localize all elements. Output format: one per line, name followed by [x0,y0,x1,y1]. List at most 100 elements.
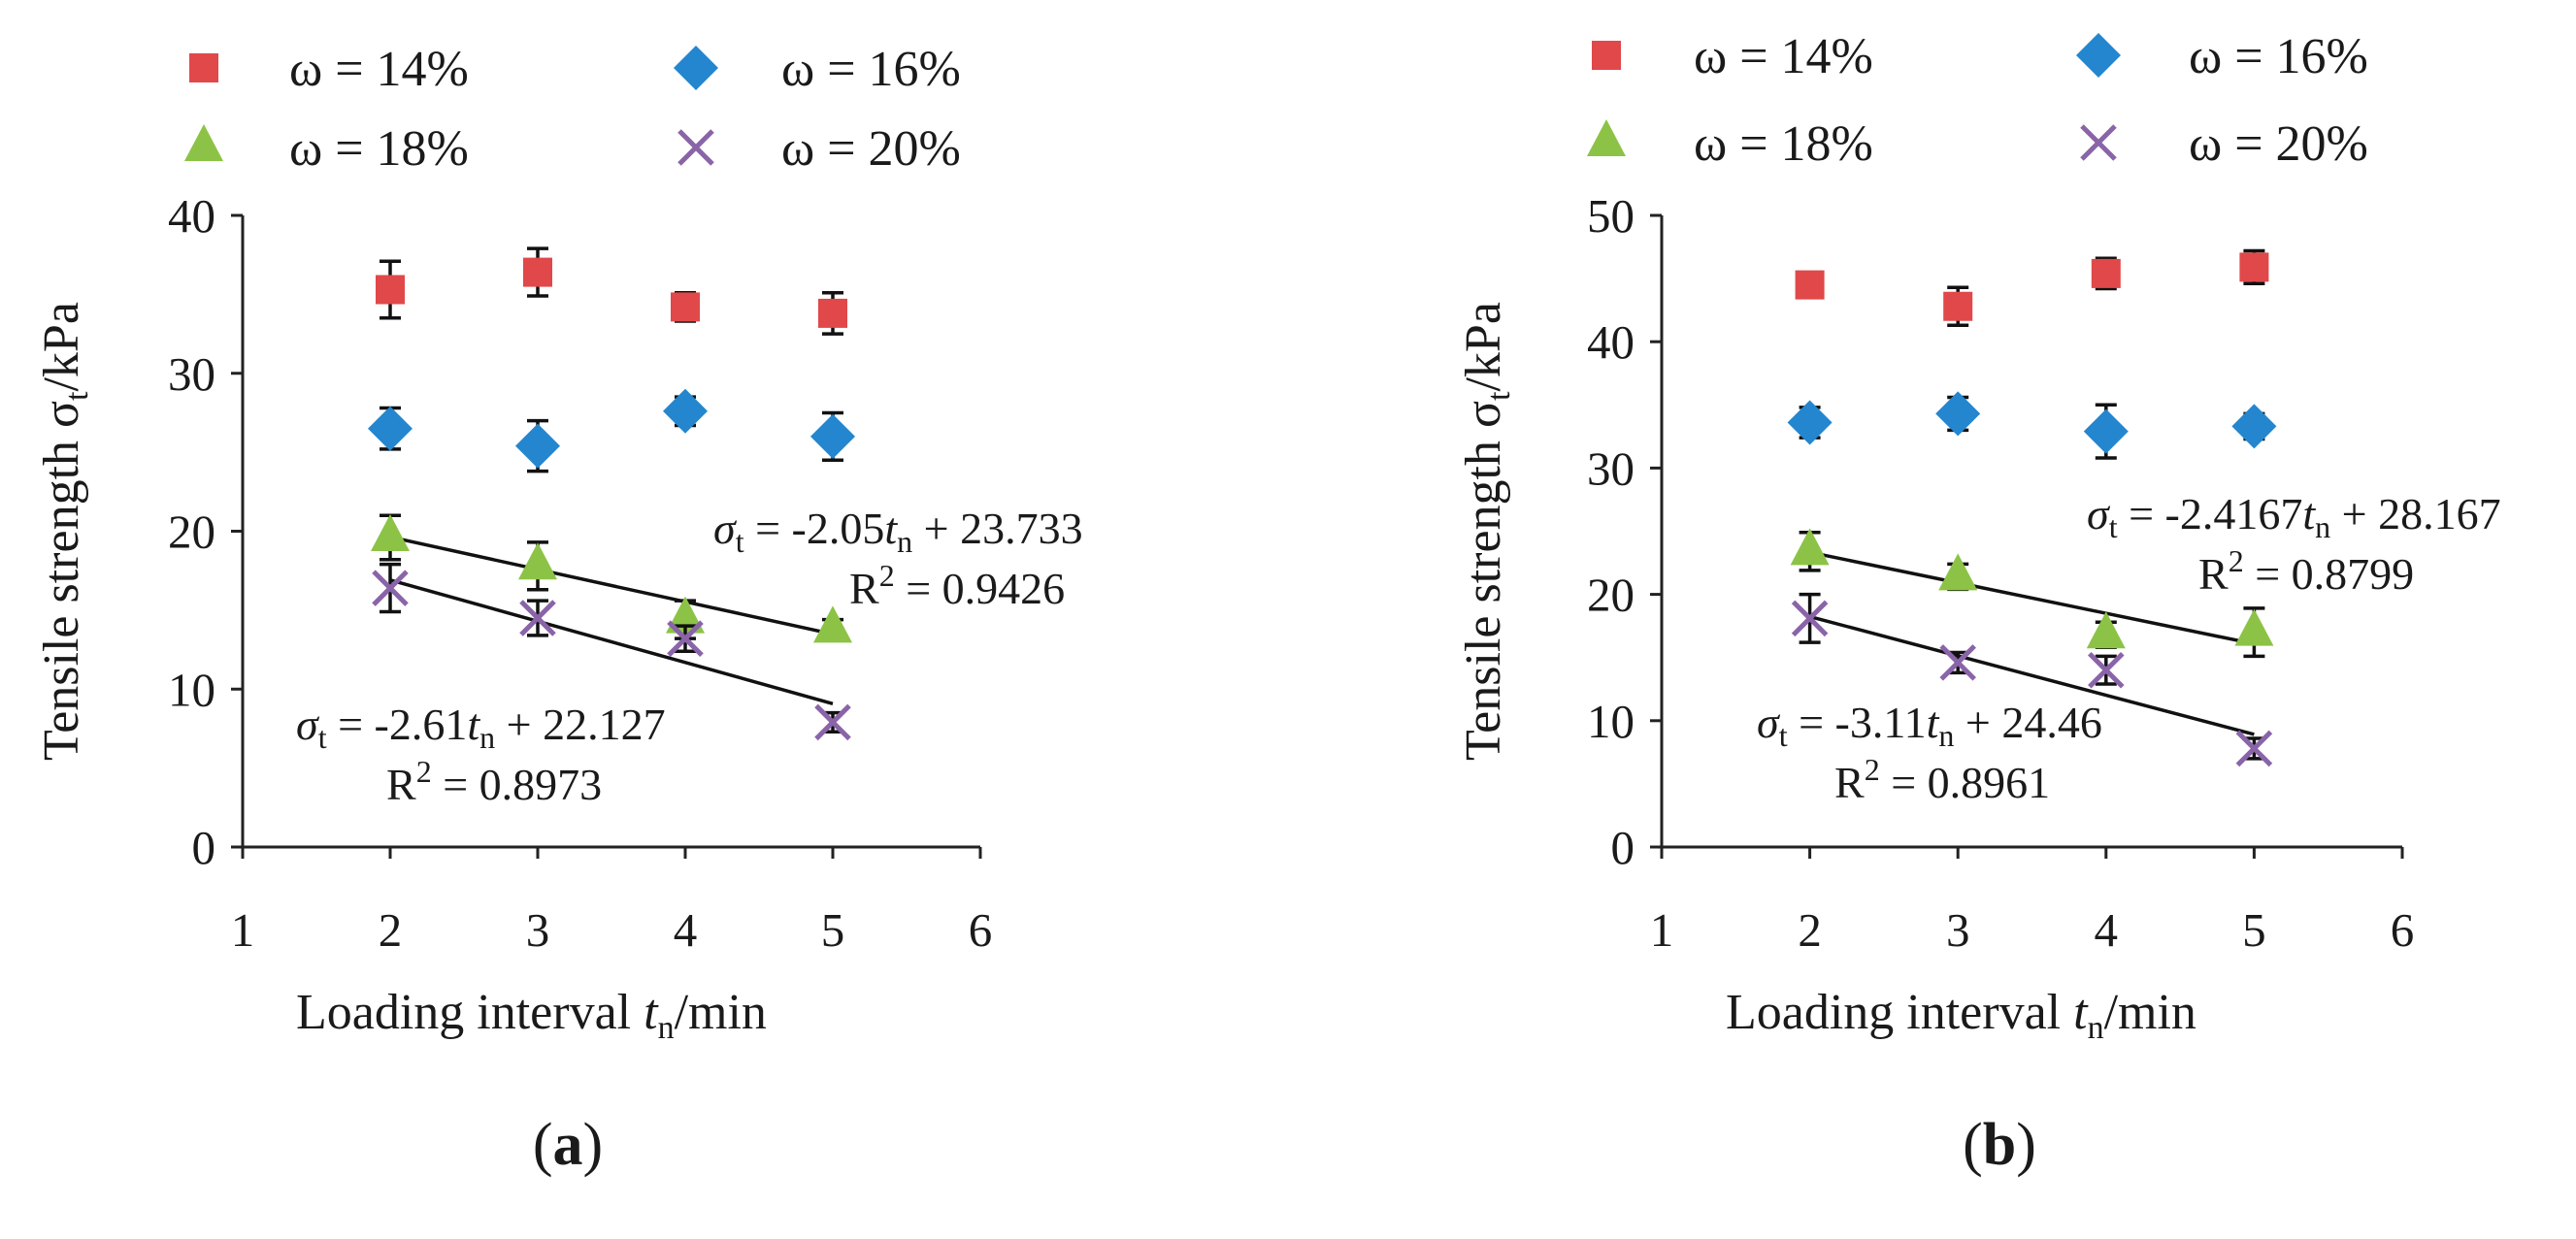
x-tick-label: 2 [379,903,403,957]
x-tick-label: 5 [821,903,845,957]
series-diamond [368,388,855,473]
legend-label: ω = 18% [289,121,469,177]
trendline [1809,614,2255,736]
r-squared-label: R2 = 0.8961 [1834,752,2050,807]
legend: ω = 14% ω = 16% ω = 18% ω = 20% [184,42,961,177]
y-tick-label: 20 [1587,569,1635,622]
legend-item: ω = 18% [1587,116,1873,172]
y-tick-label: 50 [1587,189,1635,243]
legend-item: ω = 14% [189,42,469,97]
legend-label: ω = 20% [781,121,961,177]
legend-label: ω = 16% [781,42,961,97]
r-squared-label: R2 = 0.8799 [2198,543,2414,599]
data-point [1787,400,1833,445]
y-axis-title: Tensile strength σt/kPa [34,302,95,761]
legend: ω = 14% ω = 16% ω = 18% ω = 20% [1587,29,2368,172]
data-point [667,620,704,657]
data-point [2091,258,2121,288]
trendline [389,578,834,705]
data-point [523,257,552,287]
data-point [818,298,847,328]
data-point [2083,408,2129,454]
x-tick-label: 3 [1946,903,1970,957]
legend-item: ω = 16% [674,42,961,97]
data-point [372,570,409,606]
data-point [2231,404,2277,449]
diamond-legend-icon [674,46,718,90]
data-point [518,542,557,580]
panel-a: 0 10 20 30 40 1 2 3 4 5 6 Loading interval tn/min Te… [34,42,1083,1178]
r-squared-label: R2 = 0.8973 [386,754,602,809]
y-tick-label: 40 [1587,315,1635,369]
x-tick-label: 4 [2095,903,2119,957]
data-point [519,600,556,636]
x-axis-title: Loading interval tn/min [1726,985,2196,1046]
series-diamond [1787,391,2277,460]
legend-label: ω = 16% [2189,29,2368,84]
legend-label: ω = 14% [289,42,469,97]
data-point [515,423,560,469]
x-tick-label: 3 [526,903,550,957]
series-x [372,562,851,741]
x-legend-icon [2080,124,2117,161]
legend-item: ω = 20% [677,121,961,177]
y-tick-label: 30 [168,347,215,401]
x-tick-label: 4 [674,903,698,957]
data-point [666,596,705,634]
y-tick-label: 0 [192,821,216,874]
data-point [2086,611,2126,649]
trend-equation: σt = -2.61tn + 22.127 [296,700,666,755]
series-triangle [1790,528,2274,659]
panel-label: (a) [533,1112,603,1178]
data-point [2235,730,2273,767]
x-tick-label: 6 [969,903,993,957]
data-point [371,514,410,552]
legend-item: ω = 18% [184,121,469,177]
trendline [1809,550,2255,646]
panel-label: (b) [1963,1112,2036,1178]
legend-item: ω = 14% [1592,29,1873,84]
data-point [663,388,708,434]
x-axis-title: Loading interval tn/min [296,985,767,1046]
legend-label: ω = 14% [1694,29,1873,84]
data-point [1938,553,1978,591]
data-point [2239,252,2269,282]
data-point [368,406,413,451]
x-tick-label: 1 [231,903,255,957]
trend-equation: σt = -3.11tn + 24.46 [1757,698,2102,753]
data-point [814,703,851,741]
data-point [1795,270,1825,300]
legend-item: ω = 16% [2076,29,2368,84]
triangle-legend-icon [1587,119,1626,156]
data-point [1943,291,1973,321]
y-tick-label: 20 [168,505,215,559]
series-square [1795,248,2269,328]
legend-label: ω = 18% [1694,116,1873,172]
data-point [2234,608,2274,646]
data-point [1791,600,1829,637]
x-tick-label: 2 [1798,903,1822,957]
y-tick-label: 0 [1611,821,1635,874]
square-legend-icon [1592,41,1621,70]
triangle-legend-icon [184,124,223,161]
x-legend-icon [677,129,714,166]
y-tick-label: 10 [1587,695,1635,748]
trend-equation: σt = -2.4167tn + 28.167 [2087,489,2501,544]
series-x [1791,592,2273,767]
y-axis-title: Tensile strength σt/kPa [1456,302,1517,761]
trendline [389,535,834,636]
data-point [2088,651,2125,689]
data-point [813,605,852,643]
legend-item: ω = 20% [2080,116,2368,172]
series-square [376,246,847,336]
data-point [671,292,700,322]
x-tick-label: 5 [2242,903,2266,957]
data-point [1939,644,1976,681]
data-point [1935,391,1981,437]
data-point [810,413,855,459]
x-tick-label: 6 [2391,903,2415,957]
trend-equation: σt = -2.05tn + 23.733 [713,504,1083,559]
data-point [1790,528,1830,566]
square-legend-icon [189,53,218,82]
panel-b: 0 10 20 30 40 50 1 2 3 4 5 6 Loading interval tn/min… [1456,29,2501,1178]
